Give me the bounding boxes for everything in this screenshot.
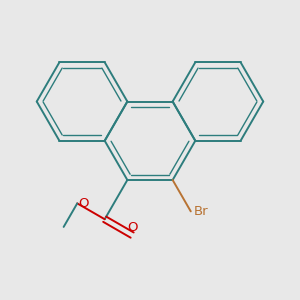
Text: O: O [79,197,89,210]
Text: Br: Br [194,205,208,218]
Text: O: O [127,220,137,234]
